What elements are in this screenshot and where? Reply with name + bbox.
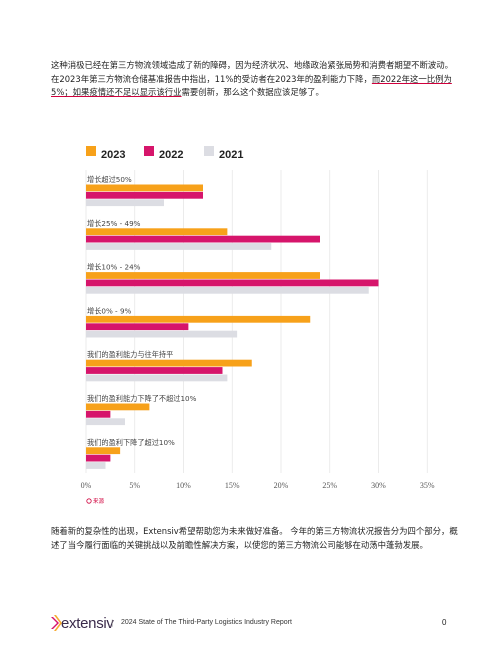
bar-2021 [86, 418, 125, 426]
bar-2021 [86, 462, 106, 469]
bar-2023 [86, 403, 150, 411]
bar-2022 [86, 323, 189, 331]
logo-wordmark: extensiv [61, 615, 114, 632]
x-tick-label: 10% [176, 481, 191, 490]
x-tick-label: 35% [420, 481, 435, 490]
intro-paragraph: 这种消极已经在第三方物流领域造成了新的障碍，因为经济状况、地缘政治紧张局势和消费… [51, 59, 459, 100]
bar-2022 [86, 235, 320, 243]
legend-swatch-2021 [204, 146, 214, 156]
category-label: 增长10% - 24% [87, 263, 141, 272]
x-tick-label: 20% [274, 481, 289, 490]
bar-2023 [86, 272, 320, 279]
source-label: 来源 [93, 497, 105, 505]
category-label: 我们的盈利能力与往年持平 [87, 350, 173, 359]
category-label: 增长0% - 9% [87, 306, 132, 315]
bar-2021 [86, 199, 164, 207]
bar-2023 [86, 228, 228, 236]
bar-2021 [86, 374, 228, 382]
x-tick-label: 0% [81, 481, 92, 490]
bar-2022 [86, 367, 223, 374]
category-label: 增长25% - 49% [87, 219, 141, 228]
closing-paragraph: 随着新的复杂性的出现，Extensiv希望帮助您为未来做好准备。 今年的第三方物… [51, 526, 458, 550]
page-footer: extensiv | 2024 State of The Third-Party… [51, 614, 451, 634]
bar-2022 [86, 410, 111, 418]
bar-2022 [86, 279, 379, 287]
bar-2023 [86, 315, 311, 323]
chart-source: 来源 [86, 497, 105, 505]
chart-x-ticks: 0% 5% 10% 15% 20% 25% 30% 35% [81, 481, 435, 490]
location-pin-icon [86, 498, 92, 504]
x-tick-label: 25% [322, 481, 337, 490]
category-label: 我们的盈利下降了超过10% [87, 438, 175, 447]
bar-2021 [86, 286, 369, 294]
category-label: 我们的盈利能力下降了不超过10% [87, 394, 197, 403]
bar-2021 [86, 330, 238, 338]
category-label: 增长超过50% [87, 175, 132, 184]
profitability-bar-chart: 2023 2022 2021 增长超过50% 增长25% - 49% 增长10% - 2… [81, 146, 435, 505]
legend-swatch-2023 [86, 146, 96, 156]
legend-swatch-2022 [144, 146, 154, 156]
bar-2022 [86, 191, 203, 199]
intro-text-part3: 需要创新，那么这个数据应该足够了。 [181, 87, 324, 97]
x-tick-label: 15% [225, 481, 240, 490]
bar-2021 [86, 243, 272, 250]
bar-2022 [86, 454, 111, 462]
page-number: 0 [442, 618, 447, 627]
x-tick-label: 30% [371, 481, 386, 490]
bar-2023 [86, 359, 252, 367]
intro-text-part2: 而2022年这一比例为5%；如果疫情还不足以显示该行业 [51, 73, 452, 98]
chart-legend: 2023 2022 2021 [86, 146, 243, 161]
footer-separator: | [111, 619, 114, 627]
intro-text-part1: 这种消极已经在第三方物流领域造成了新的障碍，因为经济状况、地缘政治紧张局势和消费… [51, 60, 453, 84]
x-tick-label: 5% [129, 481, 140, 490]
legend-label-2023: 2023 [101, 149, 125, 161]
chart-category-labels: 增长超过50% 增长25% - 49% 增长10% - 24% 增长0% - 9% 我们… [87, 175, 197, 447]
extensiv-logo-icon [51, 615, 62, 631]
legend-label-2022: 2022 [159, 149, 183, 161]
legend-label-2021: 2021 [219, 149, 243, 161]
bar-2023 [86, 184, 203, 192]
chart-bars [86, 184, 379, 469]
footer-report-title: 2024 State of The Third-Party Logistics … [121, 619, 292, 626]
bar-2023 [86, 447, 121, 455]
